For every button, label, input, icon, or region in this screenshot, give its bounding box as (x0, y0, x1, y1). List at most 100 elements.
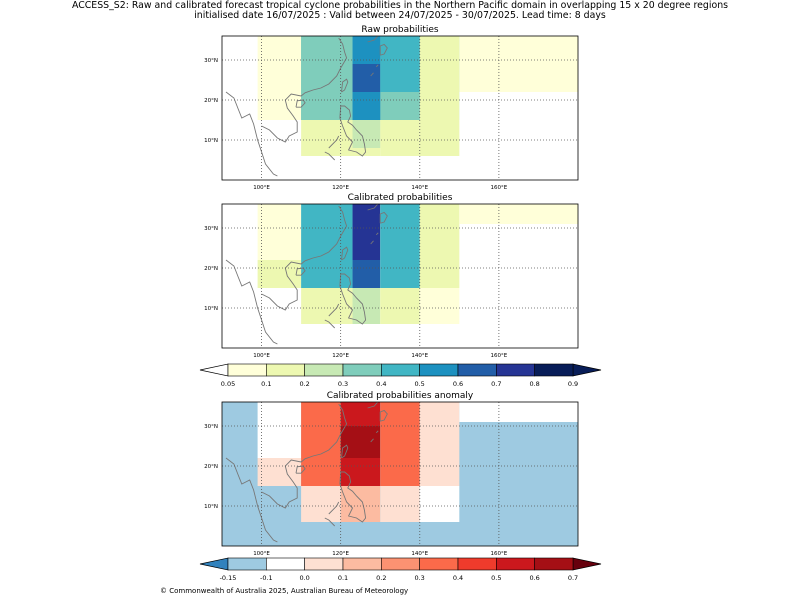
coastline (367, 204, 379, 211)
panel-frame (221, 35, 579, 181)
colorbar-tick-label: 0.4 (453, 574, 463, 582)
coastline (367, 36, 379, 43)
colorbar-tick-label: 0.7 (491, 380, 501, 388)
colorbar-tick-label: 0.1 (261, 380, 271, 388)
colorbar-tick-label: -0.1 (260, 574, 273, 582)
probability-cell (459, 204, 578, 224)
probability-cell (459, 402, 578, 422)
probability-cell (419, 120, 460, 156)
colorbar-segment (304, 363, 344, 377)
colorbar-segment (419, 557, 459, 571)
colorbar-tick-label: 0.5 (491, 574, 501, 582)
colorbar-probability: 0.05 0.1 0.2 0.3 0.4 0.5 0.6 0.7 0.8 0.9 (199, 363, 602, 388)
y-tick-label: 30°N (204, 424, 218, 430)
coastline (367, 402, 379, 409)
colorbar-segment (496, 557, 535, 571)
probability-cell (257, 260, 302, 288)
coastline (370, 240, 374, 245)
y-tick-label: 30°N (204, 226, 218, 232)
coastline (341, 246, 349, 261)
probability-cell (419, 486, 460, 522)
colorbar-tick-label: 0.2 (376, 574, 386, 582)
probability-cell (301, 36, 353, 120)
coastline (341, 444, 349, 459)
probability-cell (419, 36, 460, 120)
panel-frame (221, 401, 579, 547)
probability-cell (352, 204, 381, 260)
coastline (261, 403, 348, 509)
x-tick-label: 140°E (411, 185, 428, 191)
probability-cell (301, 288, 353, 324)
colorbar-segment (534, 557, 574, 571)
colorbar-segment (381, 363, 420, 377)
x-tick-label: 140°E (411, 551, 428, 557)
probability-cell (419, 402, 460, 486)
coastline (375, 64, 379, 68)
colorbar-tick-label: 0.8 (529, 380, 539, 388)
colorbar-segment (381, 557, 420, 571)
colorbar-tick-label: 0.5 (414, 380, 424, 388)
coastline (261, 205, 348, 311)
x-tick-label: 160°E (491, 185, 508, 191)
panel-1: Raw probabilities 100°E 120°E 140°E 160°E 10°… (204, 25, 579, 191)
coastline (339, 105, 367, 157)
coastline (295, 465, 306, 474)
probability-cell (380, 204, 420, 288)
probability-cell (340, 426, 381, 458)
colorbar-under-arrow (199, 363, 229, 377)
probability-cell (380, 92, 420, 120)
x-tick-label: 100°E (253, 353, 270, 359)
coastline-group (225, 36, 388, 177)
coastline (324, 151, 336, 161)
probability-cell (301, 204, 353, 288)
y-tick-label: 10°N (204, 504, 218, 510)
probability-cell (380, 36, 420, 92)
colorbar-segment (342, 557, 382, 571)
coastline (225, 457, 278, 543)
colorbar-segment (419, 363, 459, 377)
copyright-notice: © Commonwealth of Australia 2025, Austra… (160, 587, 409, 595)
probability-cell (257, 402, 302, 458)
panel-3: Calibrated probabilities anomaly 100°E 120… (204, 391, 579, 557)
coastline (339, 273, 367, 325)
coastline-group (225, 204, 388, 345)
colorbar-anomaly: -0.15 -0.1 0.0 0.1 0.2 0.3 0.4 0.5 0.6 0.7 (199, 557, 602, 582)
colorbar-segment (496, 363, 535, 377)
colorbar-segment (304, 557, 344, 571)
colorbar-segment (457, 363, 497, 377)
colorbar-segment (457, 557, 497, 571)
colorbar-tick-label: 0.0 (299, 574, 309, 582)
y-tick-label: 20°N (204, 98, 218, 104)
y-tick-label: 20°N (204, 266, 218, 272)
coastline (225, 259, 278, 345)
colorbar-segment (534, 363, 574, 377)
colorbar-tick-label: 0.6 (453, 380, 463, 388)
y-tick-label: 10°N (204, 306, 218, 312)
probability-cell (380, 288, 420, 324)
coastline (379, 211, 388, 224)
panel-title: Calibrated probabilities (348, 193, 453, 203)
panel-title: Raw probabilities (361, 25, 439, 35)
probability-cell (257, 204, 302, 260)
coastline (324, 517, 336, 527)
y-tick-label: 20°N (204, 464, 218, 470)
probability-cell (352, 36, 381, 64)
coastline (370, 72, 374, 77)
x-tick-label: 120°E (332, 551, 349, 557)
colorbar-segment (227, 363, 267, 377)
probability-cell (257, 88, 302, 120)
colorbar-tick-label: 0.3 (414, 574, 424, 582)
figure-title-line-1: ACCESS_S2: Raw and calibrated forecast t… (71, 0, 729, 11)
probability-cell (257, 36, 302, 88)
probability-cell (459, 92, 578, 120)
probability-cell (459, 36, 499, 92)
x-tick-label: 120°E (332, 185, 349, 191)
x-tick-label: 160°E (491, 551, 508, 557)
colorbar-segment (266, 557, 305, 571)
coastline (370, 438, 374, 443)
probability-cell (301, 486, 341, 522)
colorbar-tick-label: -0.15 (220, 574, 237, 582)
colorbar-tick-label: 0.4 (376, 380, 386, 388)
figure-title-line-2: initialised date 16/07/2025 : Valid betw… (194, 10, 606, 21)
